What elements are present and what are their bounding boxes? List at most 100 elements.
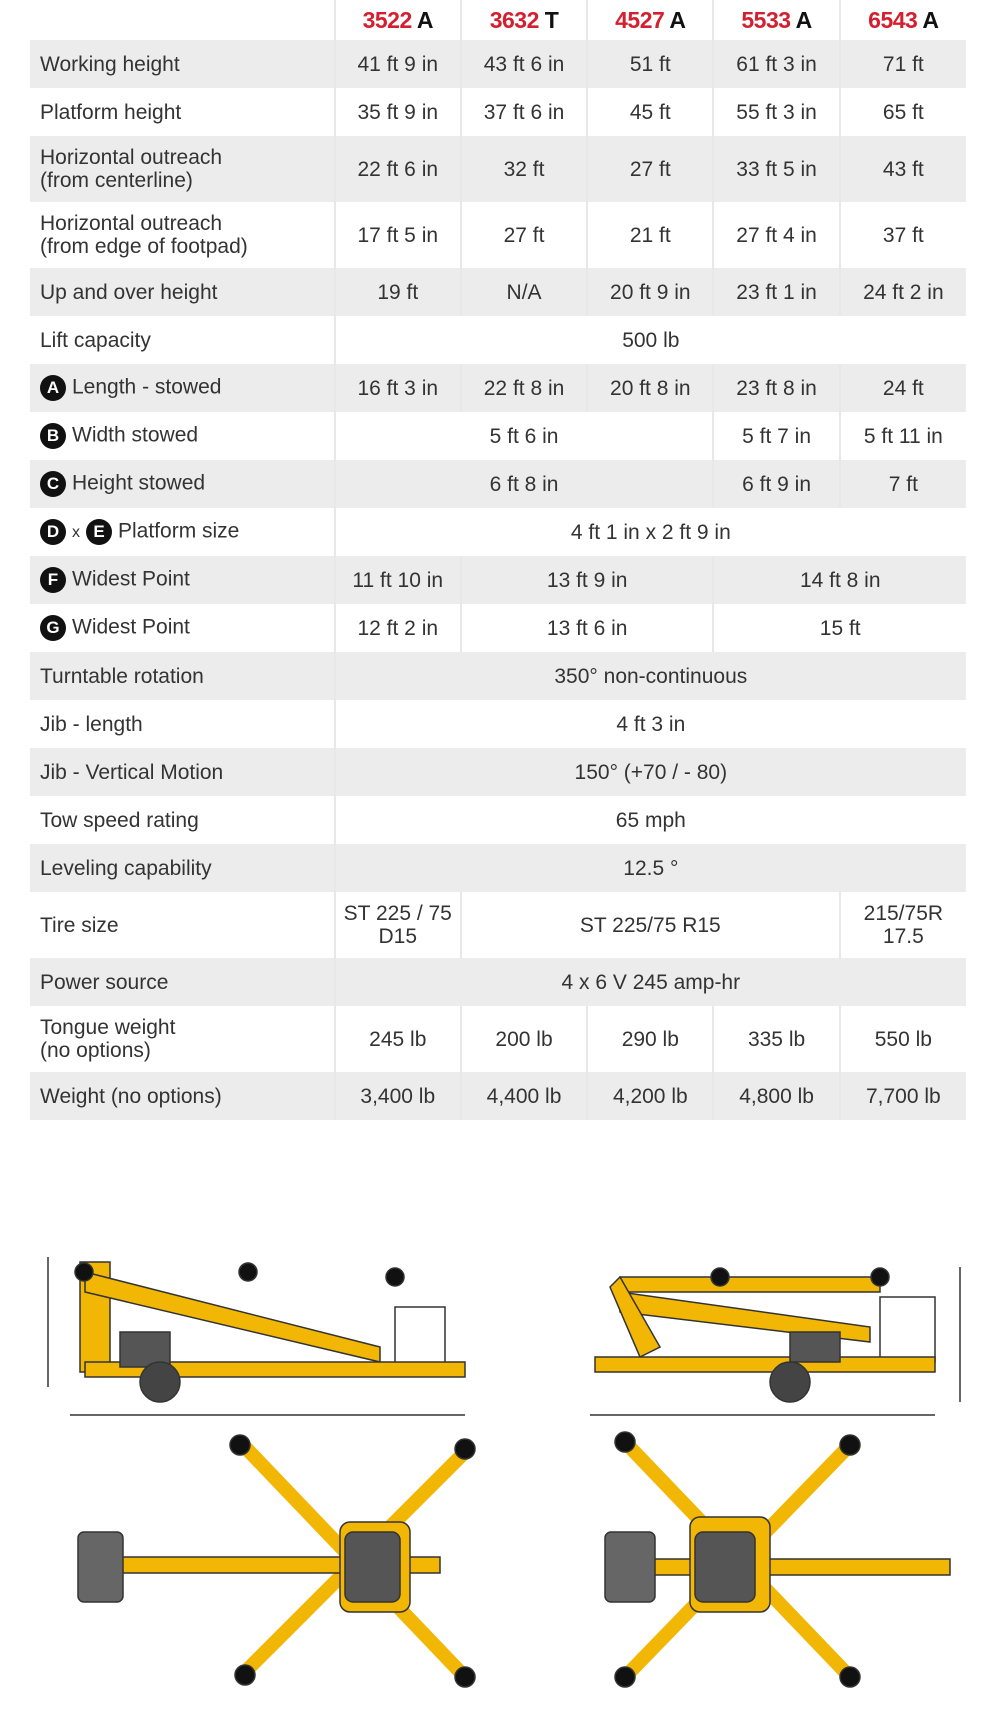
value-cell: 7 ft [838,460,966,508]
model-header: 4527 A [586,0,714,40]
value-cell: 335 lb [712,1006,840,1072]
machine-diagrams [47,1257,961,1688]
row-label: Width stowed [72,423,199,447]
row-label-cell: Working height [30,40,335,88]
row-label-cell: Tire size [30,892,335,958]
value-cell: 11 ft 10 in [333,556,461,604]
header-blank [30,0,335,40]
value-cell: 61 ft 3 in [712,40,840,88]
table-row: A Length - stowed 16 ft 3 in 22 ft 8 in 20 f… [30,364,966,412]
value-cell: 6 ft 9 in [712,460,840,508]
model-header: 6543 A [838,0,966,40]
row-label: Widest Point [72,615,190,639]
value-cell: 23 ft 8 in [712,364,840,412]
value-cell: 12.5 ° [333,844,966,892]
model-number: 3632 [489,6,540,33]
table-row: C Height stowed 6 ft 8 in 6 ft 9 in 7 ft [30,460,966,508]
value-cell: 27 ft [459,202,588,268]
value-cell: ST 225 / 75 D15 [333,892,461,958]
row-label-cell: A Length - stowed [30,364,335,412]
row-label: Height stowed [72,471,206,495]
value-cell: 37 ft 6 in [459,88,588,136]
value-cell: 24 ft 2 in [838,268,966,316]
row-label-cell: C Height stowed [30,460,335,508]
table-row: Weight (no options) 3,400 lb 4,400 lb 4,200… [30,1072,966,1120]
row-label: Power source [40,970,169,994]
value-cell: 20 ft 9 in [586,268,714,316]
table-row: Horizontal outreach (from centerline) 22 f… [30,136,966,202]
dimension-badge-icon: F [40,567,66,593]
spec-table: 3522 A 3632 T 4527 A 5533 A 6543 A Working h… [30,0,966,1120]
value-cell: 32 ft [459,136,588,202]
row-label: Horizontal outreach [40,146,223,169]
table-row: Platform height 35 ft 9 in 37 ft 6 in 45 ft… [30,88,966,136]
model-header: 3632 T [459,0,588,40]
model-suffix: A [669,6,686,33]
model-header: 3522 A [333,0,461,40]
table-row: F Widest Point 11 ft 10 in 13 ft 9 in 14 ft … [30,556,966,604]
table-row: Working height 41 ft 9 in 43 ft 6 in 51 ft 6… [30,40,966,88]
model-suffix: A [416,6,434,33]
value-cell: 23 ft 1 in [712,268,840,316]
value-cell: 41 ft 9 in [333,40,461,88]
row-label-sub: (from centerline) [40,169,193,192]
side-view-large [590,1267,961,1416]
dimension-badge-icon: D [40,519,66,545]
dimension-badge-icon: E [86,519,112,545]
value-cell: 71 ft [838,40,966,88]
model-header: 5533 A [712,0,840,40]
side-view-small [47,1257,466,1416]
value-cell: 43 ft 6 in [459,40,588,88]
value-cell: 500 lb [333,316,966,364]
value-cell: 19 ft [333,268,461,316]
row-label: Up and over height [40,280,218,304]
row-label-cell: Leveling capability [30,844,335,892]
value-cell: 22 ft 6 in [333,136,461,202]
row-label: Leveling capability [40,856,212,880]
row-label-cell: B Width stowed [30,412,335,460]
row-label: Tongue weight [40,1016,176,1039]
value-cell: 37 ft [838,202,966,268]
table-row: Tow speed rating 65 mph [30,796,966,844]
row-label: Jib - length [40,712,143,736]
value-cell: 3,400 lb [333,1072,461,1120]
value-cell: 290 lb [586,1006,714,1072]
row-label-cell: Turntable rotation [30,652,335,700]
row-label-cell: Horizontal outreach (from centerline) [30,136,335,202]
row-label: Working height [40,52,180,76]
value-cell: 12 ft 2 in [333,604,461,652]
row-label: Length - stowed [72,375,222,399]
value-cell: 43 ft [838,136,966,202]
value-cell: N/A [459,268,588,316]
row-label-cell: Weight (no options) [30,1072,335,1120]
table-row: Jib - Vertical Motion 150° (+70 / - 80) [30,748,966,796]
row-label: Widest Point [72,567,190,591]
row-label-sub: (from edge of footpad) [40,235,248,258]
value-cell: 200 lb [459,1006,588,1072]
value-cell: 245 lb [333,1006,461,1072]
value-cell: 13 ft 9 in [459,556,714,604]
row-label: Tow speed rating [40,808,199,832]
value-cell: 24 ft [838,364,966,412]
value-cell: 5 ft 11 in [838,412,966,460]
row-label-sub: (no options) [40,1039,151,1062]
value-cell: 27 ft 4 in [712,202,840,268]
dimension-badge-icon: G [40,615,66,641]
table-row: B Width stowed 5 ft 6 in 5 ft 7 in 5 ft 11 i… [30,412,966,460]
value-cell: 45 ft [586,88,714,136]
table-row: Tongue weight (no options) 245 lb 200 lb 290… [30,1006,966,1072]
value-cell: 65 ft [838,88,966,136]
row-label-cell: Up and over height [30,268,335,316]
table-row: Up and over height 19 ft N/A 20 ft 9 in 23 f… [30,268,966,316]
value-cell: 215/75R 17.5 [838,892,966,958]
value-cell: 4,800 lb [712,1072,840,1120]
model-number: 3522 [362,6,413,33]
table-row: Power source 4 x 6 V 245 amp-hr [30,958,966,1006]
table-row: Horizontal outreach (from edge of footpad… [30,202,966,268]
table-row: Turntable rotation 350° non-continuous [30,652,966,700]
value-cell: 550 lb [838,1006,966,1072]
dimension-badge-icon: B [40,423,66,449]
row-label: Lift capacity [40,328,151,352]
value-cell: 4,400 lb [459,1072,588,1120]
value-cell: 150° (+70 / - 80) [333,748,966,796]
